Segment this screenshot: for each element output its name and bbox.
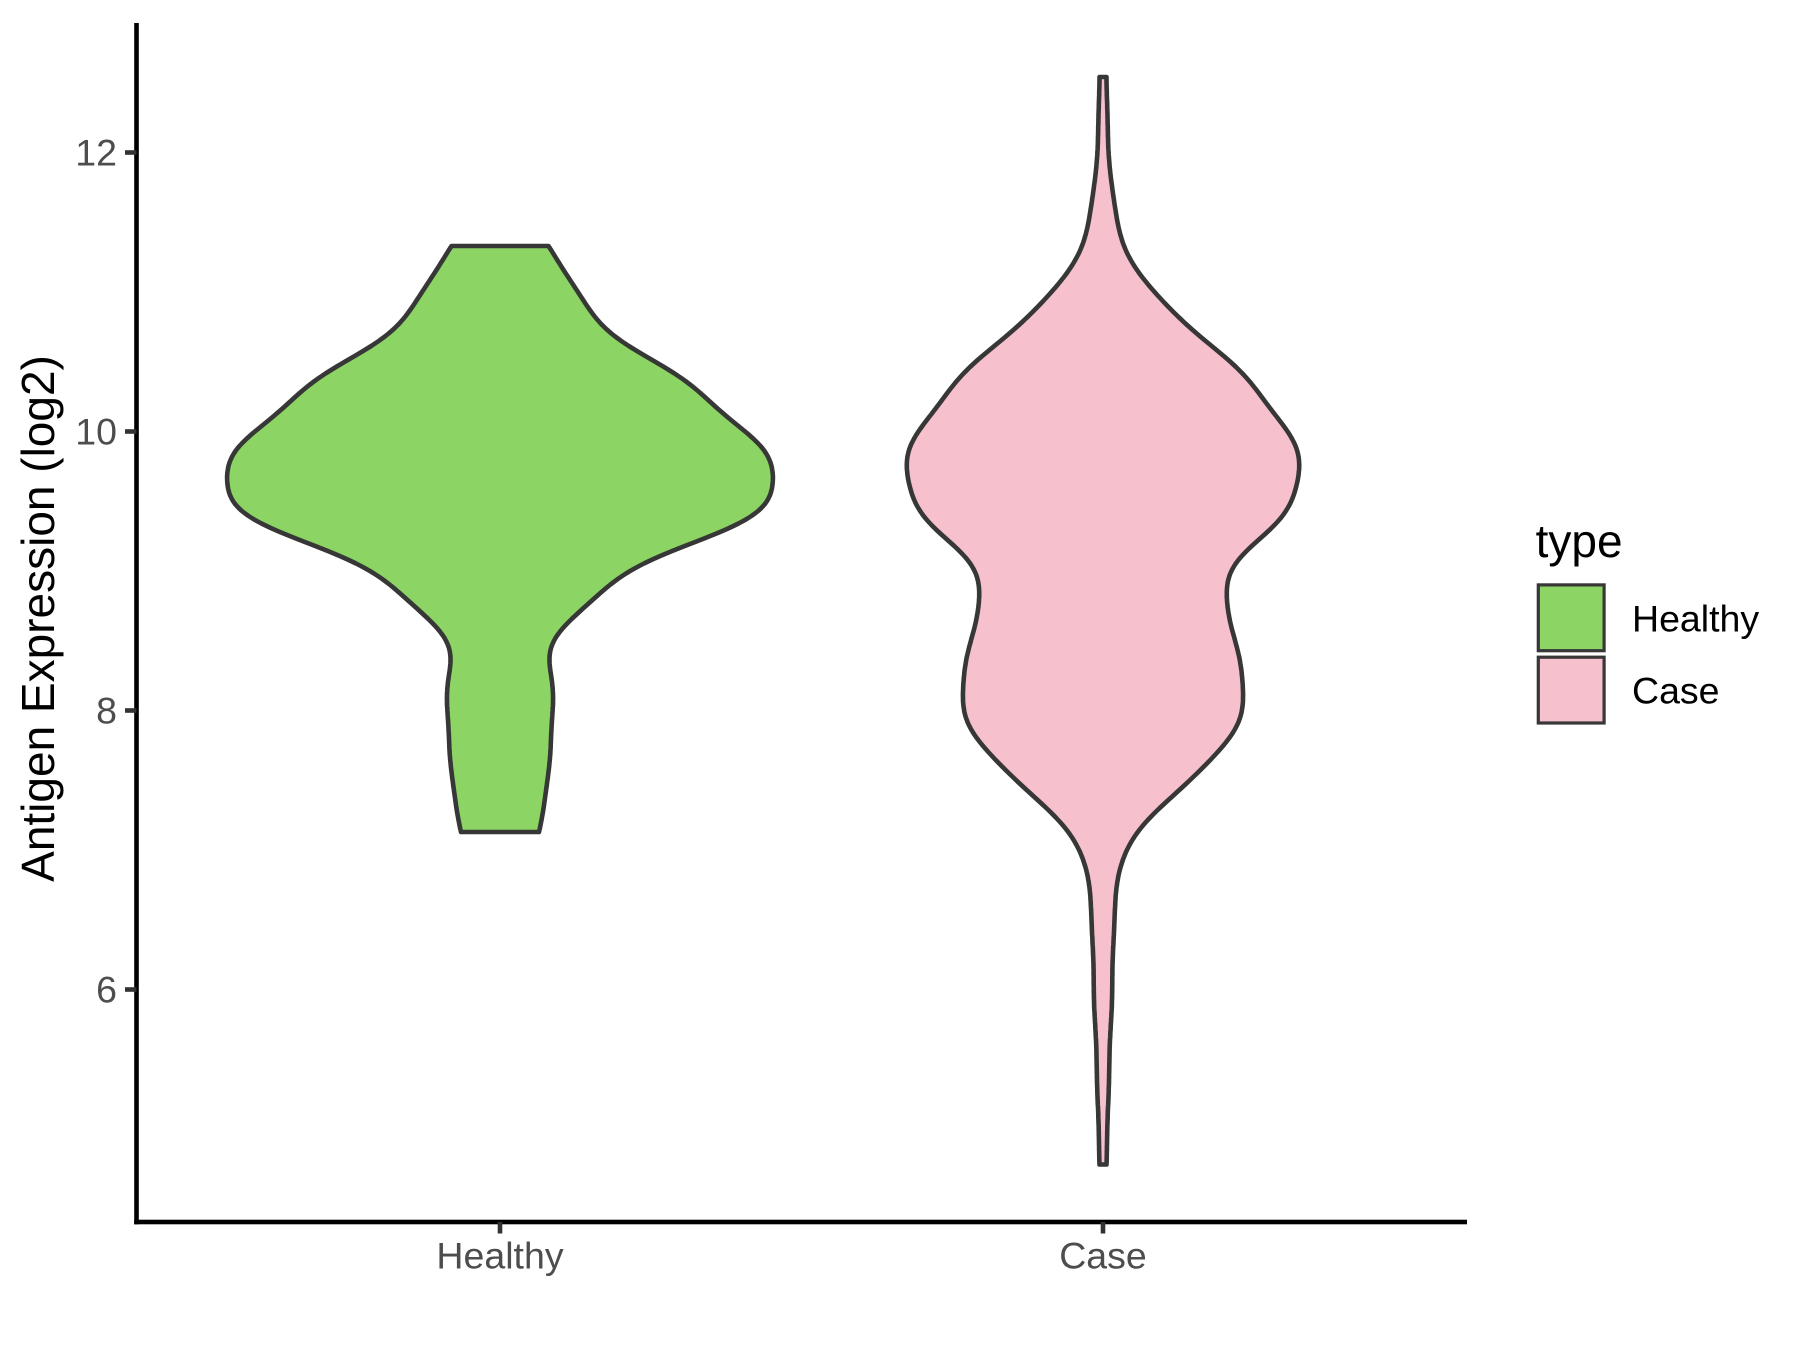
svg-text:Healthy: Healthy — [1632, 597, 1759, 639]
svg-text:10: 10 — [75, 411, 117, 453]
svg-text:Case: Case — [1059, 1235, 1147, 1277]
svg-text:8: 8 — [96, 690, 117, 732]
svg-text:Healthy: Healthy — [436, 1235, 563, 1277]
svg-text:type: type — [1536, 515, 1623, 567]
svg-text:12: 12 — [75, 132, 117, 174]
svg-text:Antigen Expression (log2): Antigen Expression (log2) — [12, 355, 64, 882]
svg-text:Case: Case — [1632, 670, 1720, 712]
svg-text:6: 6 — [96, 969, 117, 1011]
